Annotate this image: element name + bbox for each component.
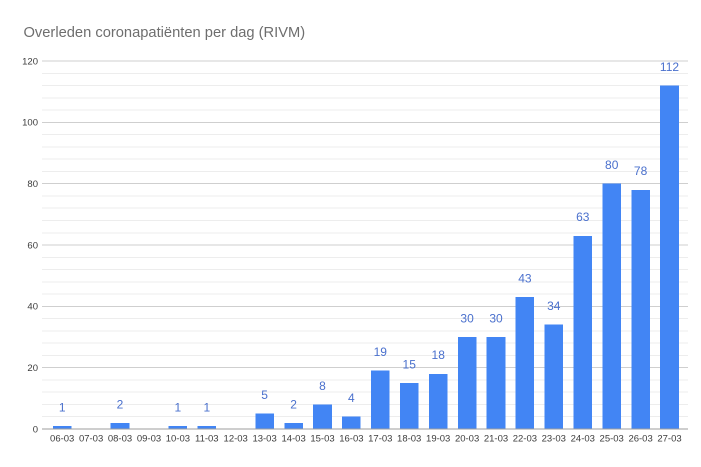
- svg-text:100: 100: [22, 118, 38, 129]
- svg-text:2: 2: [117, 397, 124, 411]
- svg-text:14-03: 14-03: [281, 434, 305, 445]
- svg-text:0: 0: [33, 424, 38, 435]
- svg-text:1: 1: [59, 400, 66, 414]
- svg-text:80: 80: [27, 179, 38, 190]
- svg-text:25-03: 25-03: [600, 434, 624, 445]
- svg-text:30: 30: [460, 311, 474, 325]
- svg-text:21-03: 21-03: [484, 434, 508, 445]
- svg-text:17-03: 17-03: [368, 434, 392, 445]
- svg-text:Overleden coronapatiënten per: Overleden coronapatiënten per dag (RIVM): [24, 25, 306, 41]
- svg-text:78: 78: [634, 164, 648, 178]
- svg-text:112: 112: [660, 60, 679, 74]
- svg-text:06-03: 06-03: [50, 434, 74, 445]
- svg-text:13-03: 13-03: [252, 434, 276, 445]
- svg-text:1: 1: [203, 400, 210, 414]
- svg-text:20-03: 20-03: [455, 434, 479, 445]
- svg-text:43: 43: [518, 272, 532, 286]
- svg-text:120: 120: [22, 56, 38, 67]
- svg-text:26-03: 26-03: [628, 434, 652, 445]
- svg-text:18-03: 18-03: [397, 434, 421, 445]
- svg-text:80: 80: [605, 158, 619, 172]
- svg-text:16-03: 16-03: [339, 434, 363, 445]
- svg-text:19: 19: [374, 345, 388, 359]
- svg-text:27-03: 27-03: [657, 434, 681, 445]
- svg-text:4: 4: [348, 391, 355, 405]
- svg-text:40: 40: [27, 302, 38, 313]
- svg-text:22-03: 22-03: [513, 434, 537, 445]
- svg-text:2: 2: [290, 397, 297, 411]
- svg-text:15: 15: [403, 357, 417, 371]
- svg-text:18: 18: [432, 348, 446, 362]
- svg-text:10-03: 10-03: [166, 434, 190, 445]
- svg-text:12-03: 12-03: [224, 434, 248, 445]
- svg-text:20: 20: [27, 363, 38, 374]
- svg-text:60: 60: [27, 240, 38, 251]
- svg-text:07-03: 07-03: [79, 434, 103, 445]
- svg-text:11-03: 11-03: [195, 434, 219, 445]
- svg-text:5: 5: [261, 388, 268, 402]
- svg-text:63: 63: [576, 210, 590, 224]
- svg-text:24-03: 24-03: [571, 434, 595, 445]
- svg-text:15-03: 15-03: [310, 434, 334, 445]
- svg-text:08-03: 08-03: [108, 434, 132, 445]
- svg-text:8: 8: [319, 379, 326, 393]
- svg-text:1: 1: [175, 400, 182, 414]
- svg-text:09-03: 09-03: [137, 434, 161, 445]
- svg-text:34: 34: [547, 299, 561, 313]
- svg-text:23-03: 23-03: [542, 434, 566, 445]
- svg-text:30: 30: [489, 311, 503, 325]
- svg-text:19-03: 19-03: [426, 434, 450, 445]
